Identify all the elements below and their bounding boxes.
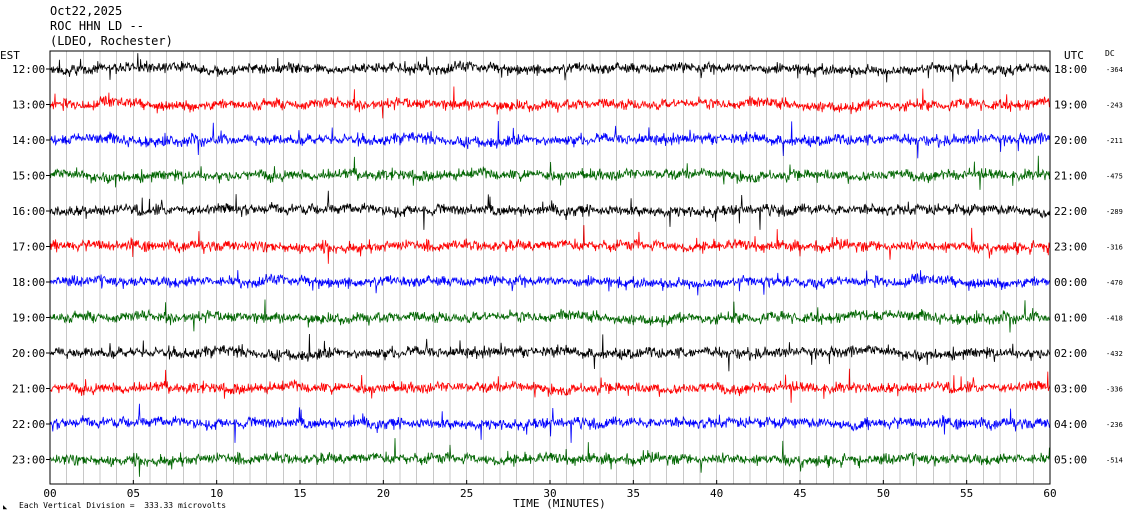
dc-offset-label: -418 bbox=[1106, 315, 1123, 323]
footer-mark: ◣ bbox=[3, 503, 8, 511]
label-layer: 00 05 10 15 20 25 30 35 40 45 50 55 60 12:00 18:00 -364… bbox=[12, 63, 1123, 500]
dc-offset-label: -336 bbox=[1106, 386, 1123, 394]
utc-hour-label: 18:00 bbox=[1054, 63, 1087, 76]
est-hour-label: 21:00 bbox=[12, 383, 45, 396]
est-hour-label: 23:00 bbox=[12, 454, 45, 467]
utc-hour-label: 21:00 bbox=[1054, 170, 1087, 183]
est-label: EST bbox=[0, 49, 20, 62]
utc-hour-label: 22:00 bbox=[1054, 205, 1087, 218]
dc-offset-label: -432 bbox=[1106, 350, 1123, 358]
utc-hour-label: 23:00 bbox=[1054, 241, 1087, 254]
dc-offset-label: -475 bbox=[1106, 173, 1123, 181]
dc-offset-label: -243 bbox=[1106, 102, 1123, 110]
est-hour-label: 19:00 bbox=[12, 312, 45, 325]
dc-label: DC bbox=[1105, 49, 1115, 58]
x-tick-label: 45 bbox=[793, 487, 806, 500]
x-tick-label: 20 bbox=[377, 487, 390, 500]
header-network: (LDEO, Rochester) bbox=[50, 34, 173, 48]
utc-hour-label: 20:00 bbox=[1054, 134, 1087, 147]
x-axis-label: TIME (MINUTES) bbox=[513, 497, 606, 510]
utc-hour-label: 04:00 bbox=[1054, 418, 1087, 431]
dc-offset-label: -514 bbox=[1106, 457, 1123, 465]
x-tick-label: 25 bbox=[460, 487, 473, 500]
header-date: Oct22,2025 bbox=[50, 4, 123, 18]
x-tick-label: 10 bbox=[210, 487, 223, 500]
utc-hour-label: 02:00 bbox=[1054, 347, 1087, 360]
x-tick-label: 00 bbox=[43, 487, 56, 500]
x-tick-label: 40 bbox=[710, 487, 723, 500]
est-hour-label: 20:00 bbox=[12, 347, 45, 360]
x-tick-label: 50 bbox=[877, 487, 890, 500]
utc-hour-label: 00:00 bbox=[1054, 276, 1087, 289]
utc-hour-label: 01:00 bbox=[1054, 312, 1087, 325]
dc-offset-label: -364 bbox=[1106, 66, 1123, 74]
header-station: ROC HHN LD -- bbox=[50, 19, 144, 33]
x-tick-label: 35 bbox=[627, 487, 640, 500]
x-tick-label: 55 bbox=[960, 487, 973, 500]
grid-layer bbox=[46, 50, 1051, 485]
est-hour-label: 18:00 bbox=[12, 276, 45, 289]
est-hour-label: 14:00 bbox=[12, 134, 45, 147]
dc-offset-label: -236 bbox=[1106, 421, 1123, 429]
dc-offset-label: -211 bbox=[1106, 137, 1123, 145]
est-hour-label: 13:00 bbox=[12, 99, 45, 112]
dc-offset-label: -289 bbox=[1106, 208, 1123, 216]
x-tick-label: 05 bbox=[127, 487, 140, 500]
footer-scale-note: Each Vertical Division = 333.33 microvol… bbox=[19, 501, 227, 510]
est-hour-label: 22:00 bbox=[12, 418, 45, 431]
utc-hour-label: 03:00 bbox=[1054, 383, 1087, 396]
utc-hour-label: 19:00 bbox=[1054, 99, 1087, 112]
est-hour-label: 17:00 bbox=[12, 241, 45, 254]
est-hour-label: 12:00 bbox=[12, 63, 45, 76]
dc-offset-label: -470 bbox=[1106, 279, 1123, 287]
x-tick-label: 30 bbox=[543, 487, 556, 500]
dc-offset-label: -316 bbox=[1106, 244, 1123, 252]
utc-hour-label: 05:00 bbox=[1054, 454, 1087, 467]
x-tick-label: 15 bbox=[293, 487, 306, 500]
est-hour-label: 15:00 bbox=[12, 170, 45, 183]
utc-label: UTC bbox=[1064, 49, 1084, 62]
est-hour-label: 16:00 bbox=[12, 205, 45, 218]
x-tick-label: 60 bbox=[1043, 487, 1056, 500]
